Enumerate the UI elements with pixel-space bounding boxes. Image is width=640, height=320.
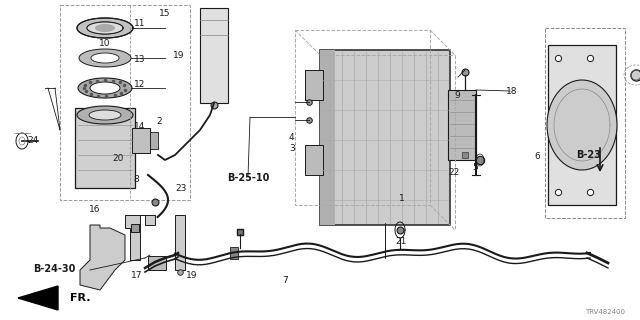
Text: 23: 23 — [175, 184, 187, 193]
Bar — [132, 128, 150, 153]
Bar — [305, 145, 323, 175]
Text: 13: 13 — [134, 55, 145, 64]
Text: 5: 5 — [473, 164, 478, 172]
Polygon shape — [80, 225, 125, 290]
Bar — [60, 5, 190, 200]
Text: TRV482400: TRV482400 — [585, 309, 625, 315]
Text: FR.: FR. — [70, 293, 90, 303]
Text: 15: 15 — [159, 9, 171, 18]
Text: B-24-30: B-24-30 — [33, 264, 76, 274]
Text: 21: 21 — [395, 237, 406, 246]
Polygon shape — [90, 82, 120, 94]
Text: 22: 22 — [449, 168, 460, 177]
Text: 1: 1 — [399, 194, 404, 203]
Bar — [548, 45, 616, 205]
Bar — [148, 256, 166, 270]
Polygon shape — [89, 110, 121, 120]
Polygon shape — [95, 24, 115, 32]
Bar — [545, 28, 625, 218]
Text: 4: 4 — [289, 133, 294, 142]
Polygon shape — [125, 215, 155, 260]
Text: 16: 16 — [89, 205, 100, 214]
Text: 8: 8 — [134, 175, 139, 184]
Polygon shape — [175, 215, 185, 270]
Text: 14: 14 — [134, 122, 145, 131]
Text: 9: 9 — [455, 92, 460, 100]
Bar — [305, 70, 323, 100]
Polygon shape — [87, 22, 123, 34]
Text: B-23: B-23 — [577, 150, 601, 160]
Bar — [230, 247, 238, 259]
Bar — [75, 108, 135, 188]
Bar — [200, 8, 228, 103]
Polygon shape — [91, 53, 119, 63]
Text: 2: 2 — [156, 117, 161, 126]
Bar — [320, 50, 450, 225]
Text: 3: 3 — [289, 144, 294, 153]
Bar — [150, 132, 158, 149]
Text: 6: 6 — [535, 152, 540, 161]
Text: 11: 11 — [134, 19, 145, 28]
Text: 20: 20 — [113, 154, 124, 163]
Text: 18: 18 — [506, 87, 518, 96]
Polygon shape — [77, 18, 133, 38]
Polygon shape — [79, 49, 131, 67]
Text: 7: 7 — [282, 276, 287, 285]
Text: 12: 12 — [134, 80, 145, 89]
Polygon shape — [78, 78, 132, 98]
Text: 24: 24 — [28, 136, 39, 145]
Bar — [320, 50, 335, 225]
Text: B-25-10: B-25-10 — [227, 172, 269, 183]
Polygon shape — [18, 286, 58, 310]
Text: 19: 19 — [173, 52, 185, 60]
Text: 19: 19 — [186, 271, 198, 280]
Text: 10: 10 — [99, 39, 110, 48]
Polygon shape — [77, 106, 133, 124]
Polygon shape — [547, 80, 617, 170]
Bar — [448, 90, 476, 160]
Text: 17: 17 — [131, 271, 142, 280]
